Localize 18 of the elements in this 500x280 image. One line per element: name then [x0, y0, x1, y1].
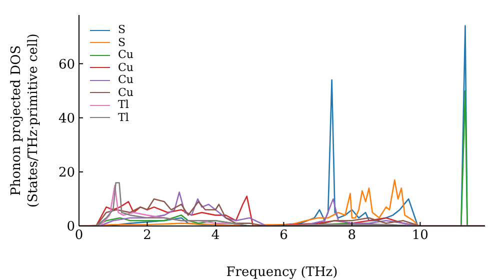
x-tick-label: 10: [412, 228, 428, 244]
y-tick-label: 40: [58, 111, 75, 126]
x-axis-title: Frequency (THz): [226, 265, 338, 280]
legend-label: Tl: [118, 110, 129, 124]
y-tick-label: 60: [58, 57, 75, 72]
legend-label: Tl: [118, 98, 129, 112]
x-tick-label: 8: [348, 228, 356, 244]
legend-label: Cu: [118, 48, 134, 62]
legend-label: S: [118, 23, 126, 36]
legend-label: Cu: [118, 86, 134, 99]
y-axis-title: Phonon projected DOS (States/THz·primitive cell): [9, 33, 41, 208]
x-tick-label: 4: [211, 228, 220, 244]
legend-label: S: [118, 36, 126, 49]
x-tick-label: 6: [280, 228, 288, 244]
y-tick-label: 20: [58, 166, 75, 181]
x-tick-label: 2: [143, 228, 152, 244]
legend-label: Cu: [118, 73, 134, 86]
legend-label: Cu: [118, 60, 134, 74]
